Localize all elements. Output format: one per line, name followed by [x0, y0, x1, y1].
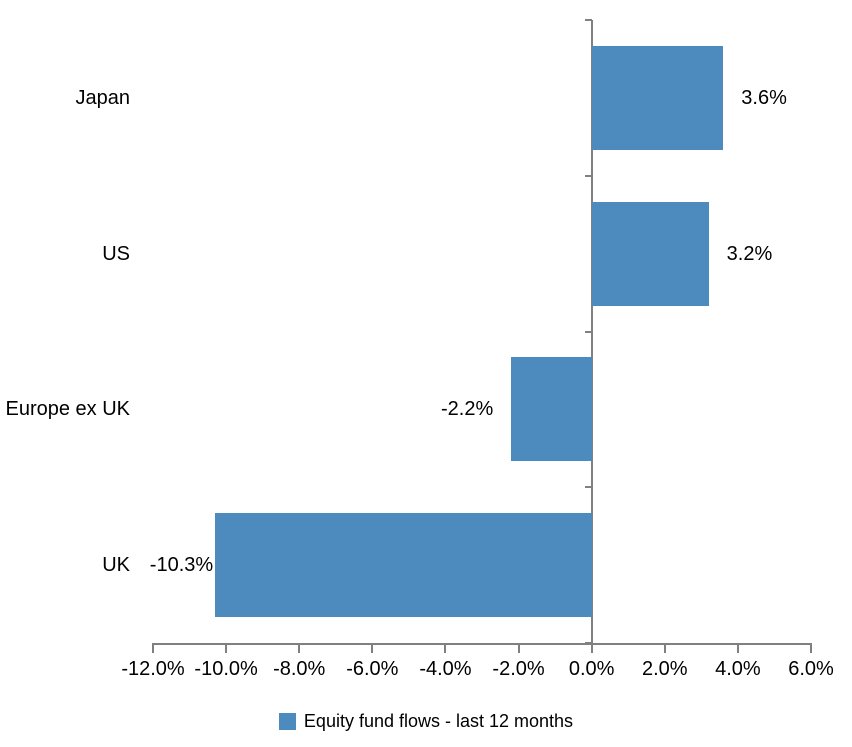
x-tick [736, 643, 739, 653]
bar [215, 513, 592, 618]
x-tick-label: 4.0% [715, 658, 761, 680]
x-tick [152, 643, 154, 653]
x-tick [810, 643, 812, 653]
legend-label: Equity fund flows - last 12 months [303, 710, 574, 731]
x-tick [298, 643, 301, 653]
y-tick [584, 486, 592, 489]
bar [591, 45, 724, 150]
category-label: US [102, 242, 130, 265]
y-tick [584, 330, 592, 333]
x-tick [371, 643, 374, 653]
x-tick-label: 0.0% [568, 658, 615, 680]
x-tick-label: -4.0% [419, 658, 472, 680]
x-tick-label: -10.0% [194, 658, 258, 680]
bar-value-label: -10.3% [149, 554, 214, 577]
x-tick-label: -12.0% [121, 658, 185, 680]
x-tick [225, 643, 228, 653]
y-tick [584, 642, 592, 644]
y-tick [584, 19, 592, 21]
x-tick-label: 6.0% [788, 658, 834, 680]
category-label: UK [102, 554, 130, 577]
legend: Equity fund flows - last 12 months [0, 707, 852, 735]
x-tick-label: -8.0% [273, 658, 326, 680]
y-axis-line [590, 20, 593, 645]
bar [591, 201, 709, 306]
x-tick [517, 643, 520, 653]
bar [511, 357, 592, 462]
y-tick [584, 174, 592, 177]
x-tick [590, 643, 593, 653]
x-axis-line [152, 643, 812, 645]
x-tick-label: 2.0% [641, 658, 688, 680]
x-tick [663, 643, 666, 653]
bar-value-label: 3.2% [726, 242, 773, 265]
category-label: Europe ex UK [5, 398, 130, 421]
x-tick-label: -2.0% [492, 658, 545, 680]
x-tick-label: -6.0% [346, 658, 399, 680]
x-tick [444, 643, 447, 653]
bar-value-label: 3.6% [741, 86, 787, 109]
legend-swatch [278, 712, 296, 730]
bar-value-label: -2.2% [441, 398, 494, 421]
category-label: Japan [75, 86, 131, 109]
